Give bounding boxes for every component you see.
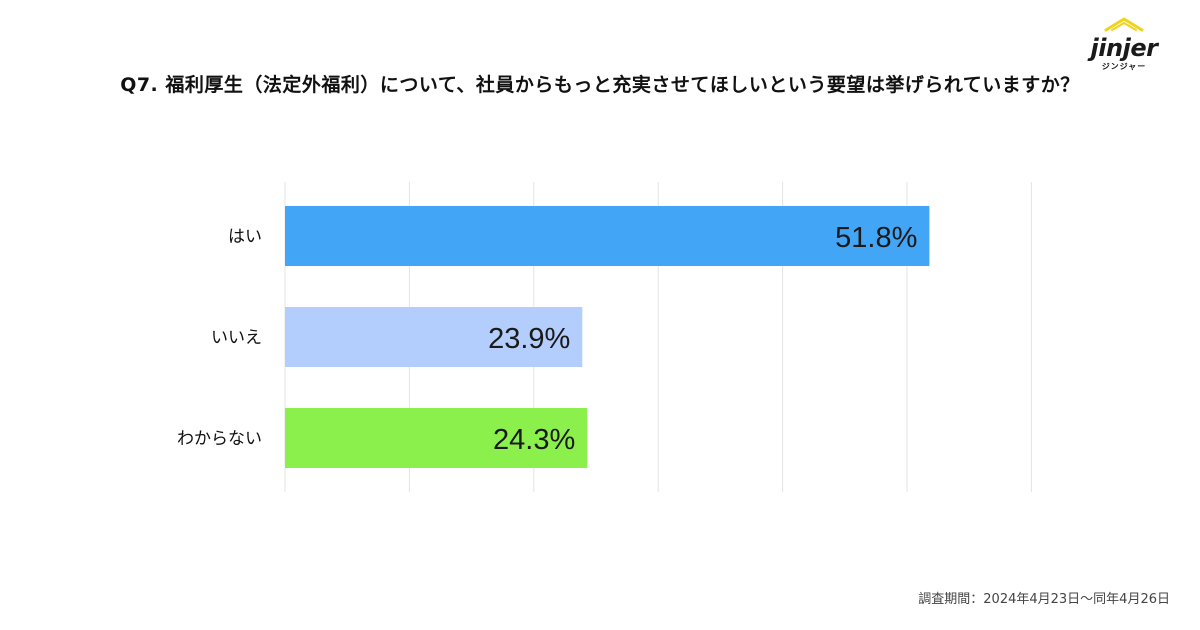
value-label-1: 51.8% (835, 222, 917, 254)
category-label-3: わからない (177, 429, 262, 449)
bar-3 (285, 408, 588, 468)
logo-subtitle: ジンジャー (1101, 62, 1147, 71)
bar-2 (285, 307, 583, 367)
roof-icon (1104, 17, 1144, 32)
value-label-3: 24.3% (493, 424, 575, 456)
survey-period-note: 調査期間：2024年4月23日〜同年4月26日 (918, 592, 1170, 607)
logo-word: jinjer (1090, 34, 1158, 62)
category-label-1: はい (228, 227, 262, 247)
bar-1 (285, 206, 930, 266)
chart-title: Q7. 福利厚生（法定外福利）について、社員からもっと充実させてほしいという要望… (120, 74, 1080, 96)
category-label-2: いいえ (211, 328, 262, 348)
value-label-2: 23.9% (488, 323, 570, 355)
jinjer-logo: jinjer ジンジャー (1088, 14, 1160, 72)
